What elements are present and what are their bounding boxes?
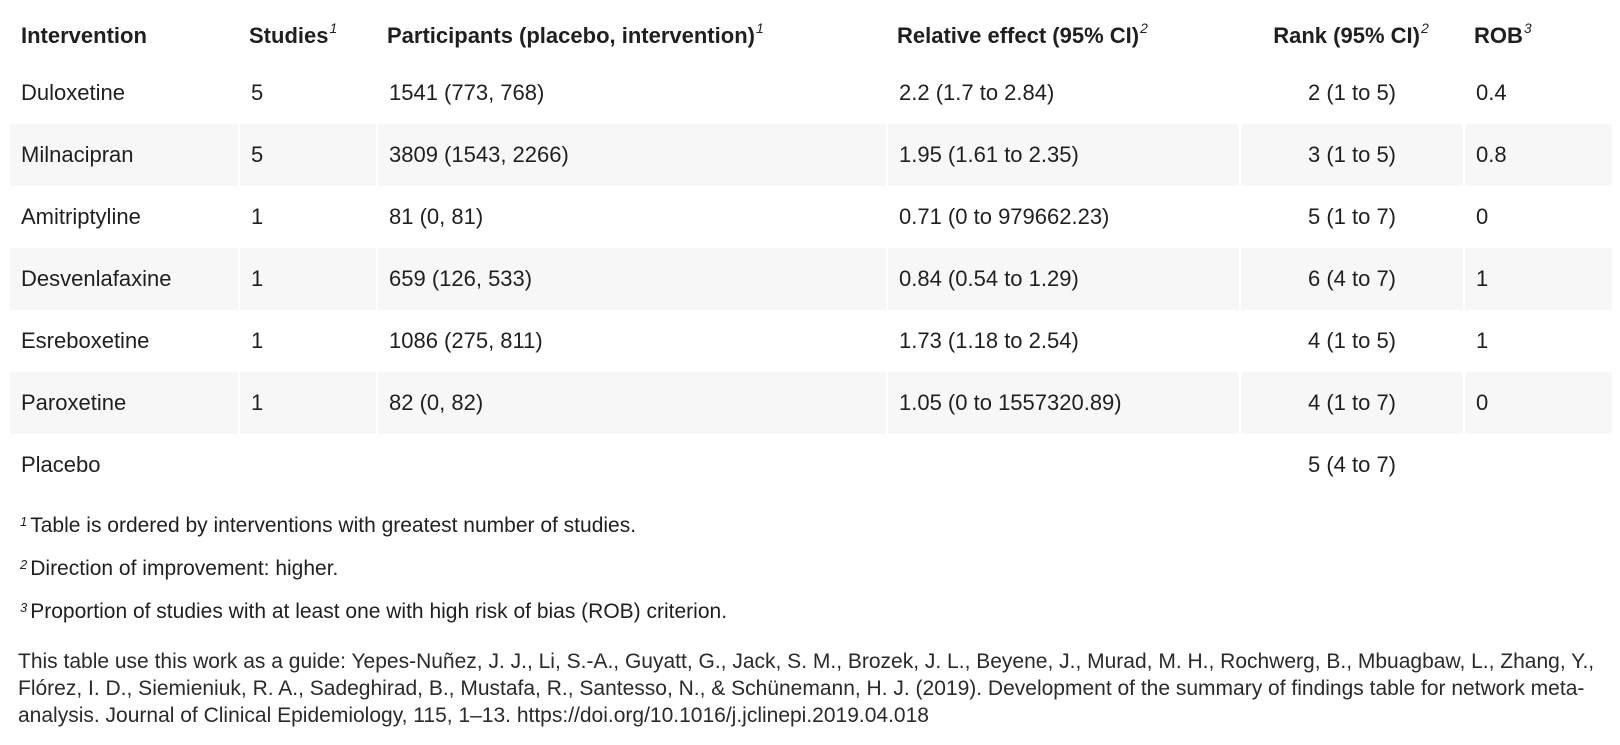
citation-text: This table use this work as a guide: Yep… [18,650,1595,727]
footnote-marker: 2 [1420,20,1429,36]
footnote-marker: 1 [329,20,338,36]
table-header-row: Intervention Studies1 Participants (plac… [10,10,1612,62]
header-relative-effect: Relative effect (95% CI)2 [897,20,1148,48]
cell-rank: 4 (1 to 5) [1239,310,1463,372]
header-rank: Rank (95% CI)2 [1273,20,1429,48]
table-row: Desvenlafaxine 1 659 (126, 533) 0.84 (0.… [10,248,1612,310]
cell-studies: 1 [238,186,376,248]
footnote-marker: 3 [1523,20,1532,36]
cell-relative-effect: 0.84 (0.54 to 1.29) [886,248,1239,310]
cell-rank: 5 (4 to 7) [1239,434,1463,496]
cell-participants: 1086 (275, 811) [376,310,886,372]
cell-rob: 0.8 [1463,124,1612,186]
cell-studies: 5 [238,124,376,186]
cell-rank: 3 (1 to 5) [1239,124,1463,186]
footnote-text: Direction of improvement: higher. [30,557,339,580]
header-intervention: Intervention [21,23,147,48]
footnote-marker: 1 [20,514,28,529]
cell-intervention: Desvenlafaxine [10,248,238,310]
cell-relative-effect [886,434,1239,496]
cell-participants: 659 (126, 533) [376,248,886,310]
footnote-marker: 2 [1140,20,1148,36]
cell-rank: 5 (1 to 7) [1239,186,1463,248]
cell-participants: 3809 (1543, 2266) [376,124,886,186]
cell-rob: 0.4 [1463,62,1612,124]
footnote-marker: 1 [755,20,764,36]
cell-rank: 4 (1 to 7) [1239,372,1463,434]
cell-studies: 5 [238,62,376,124]
cell-participants [376,434,886,496]
cell-relative-effect: 2.2 (1.7 to 2.84) [886,62,1239,124]
cell-rob: 0 [1463,372,1612,434]
cell-participants: 1541 (773, 768) [376,62,886,124]
cell-rob [1463,434,1612,496]
cell-relative-effect: 1.73 (1.18 to 2.54) [886,310,1239,372]
table-row: Amitriptyline 1 81 (0, 81) 0.71 (0 to 97… [10,186,1612,248]
cell-rob: 0 [1463,186,1612,248]
summary-of-findings-table: Intervention Studies1 Participants (plac… [10,10,1612,496]
header-participants: Participants (placebo, intervention)1 [387,20,764,48]
cell-rank: 6 (4 to 7) [1239,248,1463,310]
cell-studies [238,434,376,496]
table-row: Esreboxetine 1 1086 (275, 811) 1.73 (1.1… [10,310,1612,372]
cell-intervention: Duloxetine [21,80,125,105]
footnote: 3 Proportion of studies with at least one… [20,599,1610,642]
table-row: Placebo 5 (4 to 7) [10,434,1612,496]
cell-intervention: Paroxetine [10,372,238,434]
cell-intervention: Amitriptyline [21,204,141,229]
cell-rob: 1 [1463,310,1612,372]
cell-participants: 81 (0, 81) [376,186,886,248]
footnote-marker: 3 [20,600,28,615]
footnote-text: Table is ordered by interventions with g… [30,514,637,537]
cell-relative-effect: 1.95 (1.61 to 2.35) [886,124,1239,186]
cell-intervention: Milnacipran [10,124,238,186]
footnote-text: Proportion of studies with at least one … [30,600,728,623]
cell-rob: 1 [1463,248,1612,310]
cell-participants: 82 (0, 82) [376,372,886,434]
cell-relative-effect: 0.71 (0 to 979662.23) [886,186,1239,248]
footnote-marker: 2 [20,557,28,572]
cell-studies: 1 [238,310,376,372]
cell-rank: 2 (1 to 5) [1239,62,1463,124]
header-studies: Studies1 [249,20,338,48]
cell-studies: 1 [238,248,376,310]
footnotes: 1 Table is ordered by interventions with … [20,513,1610,642]
cell-relative-effect: 1.05 (0 to 1557320.89) [886,372,1239,434]
table-row: Milnacipran 5 3809 (1543, 2266) 1.95 (1.… [10,124,1612,186]
cell-intervention: Esreboxetine [21,328,150,353]
footnote: 2 Direction of improvement: higher. [20,556,1610,599]
table-row: Duloxetine 5 1541 (773, 768) 2.2 (1.7 to… [10,62,1612,124]
footnote: 1 Table is ordered by interventions with … [20,513,1610,556]
cell-studies: 1 [238,372,376,434]
table-row: Paroxetine 1 82 (0, 82) 1.05 (0 to 15573… [10,372,1612,434]
cell-intervention: Placebo [21,452,101,477]
header-rob: ROB3 [1474,20,1532,48]
